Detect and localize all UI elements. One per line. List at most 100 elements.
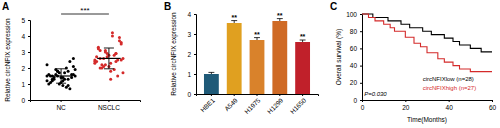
tick-label: 1	[21, 81, 25, 88]
point	[111, 35, 114, 38]
axis: 0204060	[361, 100, 497, 111]
point	[104, 49, 107, 52]
tick-label: 60	[350, 45, 358, 52]
bar	[227, 23, 242, 94]
axis-line	[194, 15, 197, 95]
tick: 40	[350, 62, 362, 69]
tick: 60	[489, 100, 497, 111]
tick: NSCLC	[98, 100, 120, 111]
point	[120, 43, 123, 46]
tick-mark	[492, 100, 493, 102]
tick: 20	[402, 100, 410, 111]
tick: 3	[187, 31, 196, 38]
point	[63, 71, 66, 74]
point	[109, 70, 112, 73]
tick: 2	[187, 51, 196, 58]
error-bar	[108, 48, 109, 69]
tick-mark	[279, 94, 280, 96]
tick-mark	[194, 74, 196, 75]
tick: NC	[56, 100, 66, 111]
point	[109, 78, 112, 81]
axis: 0 1 2 3 4	[187, 11, 196, 98]
axis-line	[360, 15, 363, 101]
point	[63, 78, 66, 81]
annotation: **	[300, 33, 306, 40]
point	[46, 63, 49, 66]
point	[67, 78, 70, 81]
tick-mark	[362, 100, 363, 102]
tick-label: 20	[402, 104, 410, 111]
error-cap	[104, 48, 114, 49]
tick-mark	[194, 94, 196, 95]
annotation: **	[231, 14, 237, 21]
tick: 0	[353, 97, 362, 104]
annotation: P=0.030	[364, 91, 387, 97]
tick-label: 5	[21, 17, 25, 24]
point	[121, 71, 124, 74]
mean-sd	[49, 69, 72, 83]
point	[46, 79, 49, 82]
tick-mark	[257, 94, 258, 96]
tick: 100	[346, 11, 362, 18]
tick-mark	[194, 34, 196, 35]
tick: 4	[187, 11, 196, 18]
point	[114, 52, 117, 55]
tick: 5	[21, 17, 30, 24]
tick-label: NSCLC	[98, 104, 120, 111]
point	[111, 31, 114, 34]
tick-mark	[28, 36, 30, 37]
tick-mark	[360, 66, 362, 67]
tick: 1	[21, 81, 30, 88]
panel-label: C	[330, 1, 337, 12]
tick: 40	[446, 100, 454, 111]
tick-mark	[28, 20, 30, 21]
tick: 2	[21, 65, 30, 72]
plot-area	[46, 31, 125, 90]
tick-mark	[360, 48, 362, 49]
point	[118, 36, 121, 39]
bar	[272, 21, 287, 94]
tick-label: 60	[489, 104, 497, 111]
tick-mark	[360, 31, 362, 32]
tick-label: 3	[21, 49, 25, 56]
mean-sd	[97, 48, 120, 69]
tick: HBE1	[199, 94, 216, 114]
tick-label: HBE1	[199, 96, 216, 113]
point	[93, 60, 96, 63]
y-axis-title: Overall survival (%)	[335, 29, 343, 85]
point	[116, 75, 119, 78]
point	[109, 62, 112, 65]
point	[106, 52, 109, 55]
tick-mark	[211, 94, 212, 96]
annotation: **	[277, 12, 283, 19]
tick-mark	[28, 52, 30, 53]
tick: A549	[223, 94, 239, 112]
axis: 012345	[21, 17, 30, 104]
tick-label: 0	[353, 97, 357, 104]
tick-mark	[61, 100, 62, 102]
bar	[295, 42, 310, 94]
axis: 020406080100	[346, 11, 362, 104]
tick-label: 80	[350, 28, 358, 35]
tick-label: 40	[350, 62, 358, 69]
point	[65, 86, 68, 89]
point	[56, 70, 59, 73]
tick: 60	[350, 45, 362, 52]
point	[72, 57, 75, 60]
tick: 1	[187, 71, 196, 78]
tick-label: 40	[446, 104, 454, 111]
tick: 0	[187, 91, 196, 98]
y-axis-title: Relative circNFIX expression	[4, 18, 12, 102]
tick-label: 0	[187, 91, 191, 98]
tick-mark	[28, 68, 30, 69]
legend-label: circNFIXhigh (n=27)	[423, 85, 477, 91]
error-cap	[104, 68, 114, 69]
tick-label: 2	[21, 65, 25, 72]
tick: H1975	[243, 94, 262, 115]
tick-label: 2	[187, 51, 191, 58]
tick: H1650	[289, 94, 308, 115]
legend-label: circNFIXlow (n=28)	[423, 76, 474, 82]
panel-label: A	[2, 1, 9, 12]
point	[68, 60, 71, 63]
tick-label: 4	[187, 11, 191, 18]
